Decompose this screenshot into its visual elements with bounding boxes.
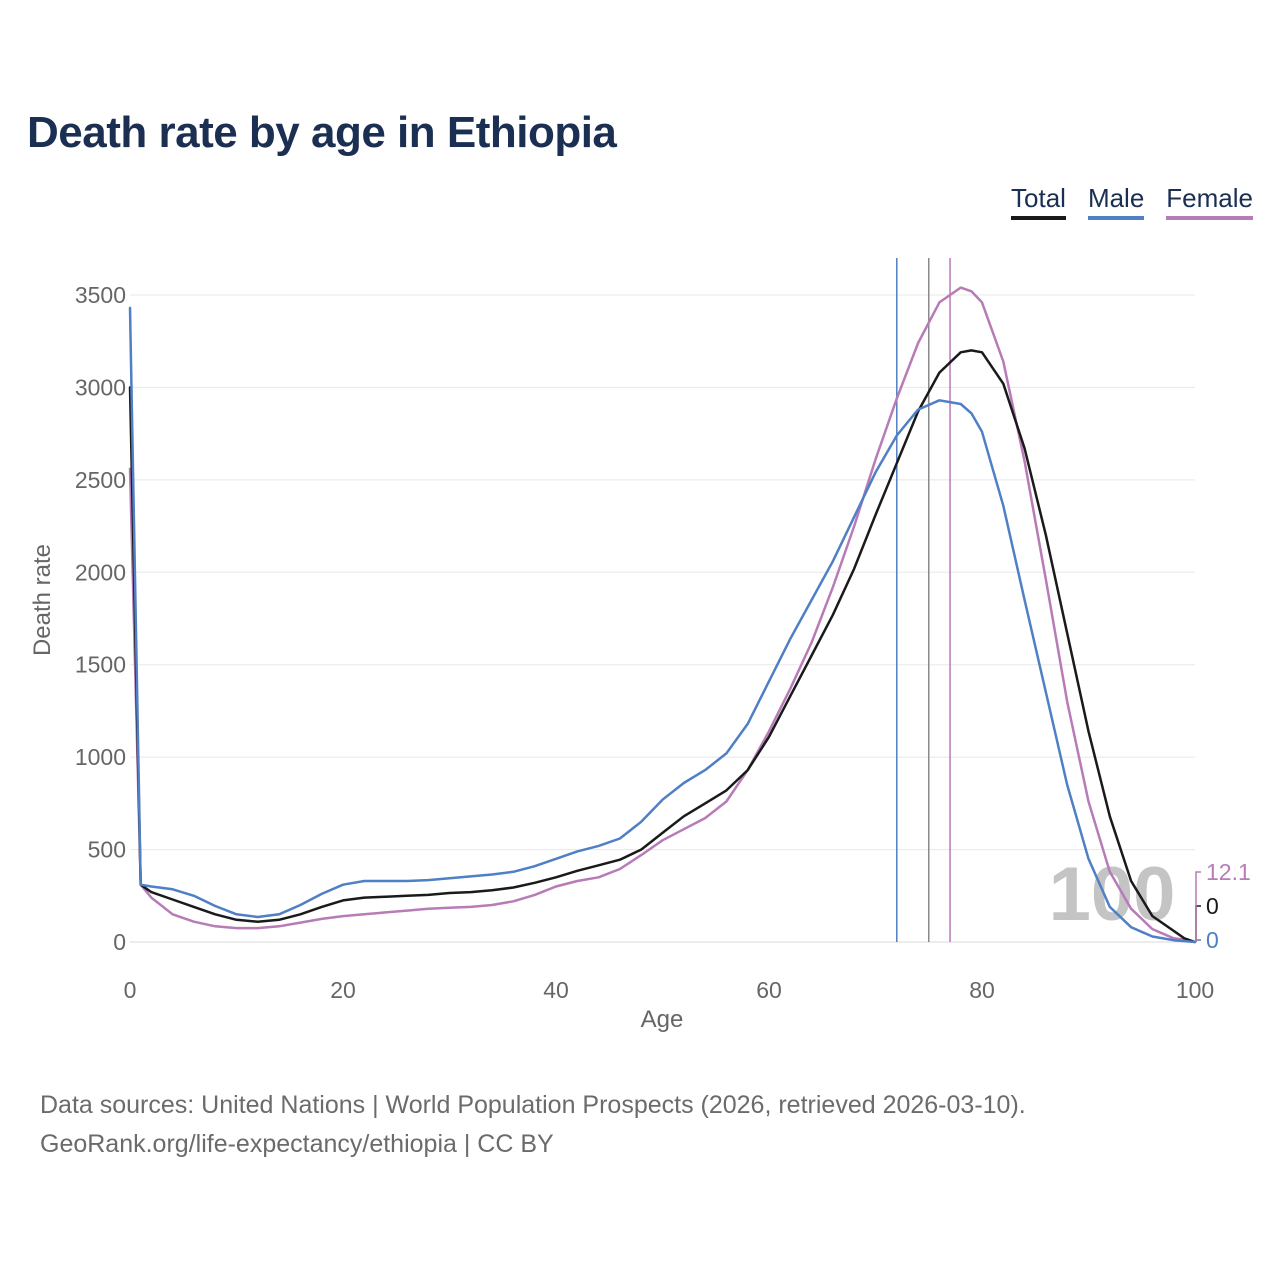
x-axis-ticks: 0 20 40 60 80 100 bbox=[124, 977, 1215, 1003]
legend-item-male[interactable]: Male bbox=[1087, 184, 1145, 220]
series-line-male[interactable] bbox=[128, 306, 1197, 944]
y-tick-label: 2000 bbox=[75, 559, 126, 585]
x-tick-label: 100 bbox=[1176, 977, 1214, 1003]
legend-item-female[interactable]: Female bbox=[1166, 184, 1253, 220]
x-tick-label: 20 bbox=[330, 977, 356, 1003]
x-tick-label: 0 bbox=[124, 977, 137, 1003]
y-tick-label: 500 bbox=[88, 837, 126, 863]
end-labels: 0 0 12.1 bbox=[1195, 859, 1251, 953]
data-source-text: Data sources: United Nations | World Pop… bbox=[40, 1091, 1026, 1119]
chart-title: Death rate by age in Ethiopia bbox=[27, 108, 617, 157]
y-tick-label: 1500 bbox=[75, 652, 126, 678]
x-axis-title: Age bbox=[641, 1006, 684, 1033]
vertical-markers bbox=[896, 258, 951, 942]
y-tick-label: 2500 bbox=[75, 467, 126, 493]
legend-item-total[interactable]: Total bbox=[1011, 184, 1066, 220]
y-tick-label: 3500 bbox=[75, 282, 126, 308]
series-line-female[interactable] bbox=[128, 286, 1197, 944]
attribution-text: GeoRank.org/life-expectancy/ethiopia | C… bbox=[40, 1130, 554, 1158]
y-axis-title: Death rate bbox=[29, 544, 56, 656]
series-lines bbox=[128, 286, 1197, 944]
series-line-total[interactable] bbox=[128, 349, 1197, 944]
watermark-age: 100 bbox=[1049, 852, 1176, 937]
footer: Data sources: United Nations | World Pop… bbox=[40, 1086, 1026, 1164]
x-tick-label: 40 bbox=[543, 977, 569, 1003]
end-label-total: 0 bbox=[1206, 893, 1219, 919]
end-label-male: 0 bbox=[1206, 927, 1219, 953]
legend: Total Male Female bbox=[1011, 184, 1253, 220]
end-label-female: 12.1 bbox=[1206, 859, 1251, 885]
y-tick-label: 0 bbox=[113, 929, 126, 955]
x-tick-label: 60 bbox=[756, 977, 782, 1003]
y-axis-ticks: 0 500 1000 1500 2000 2500 3000 3500 bbox=[75, 282, 126, 955]
x-tick-label: 80 bbox=[969, 977, 995, 1003]
y-tick-label: 3000 bbox=[75, 374, 126, 400]
grid-lines bbox=[130, 294, 1195, 943]
y-tick-label: 1000 bbox=[75, 744, 126, 770]
end-connector-female bbox=[1195, 871, 1201, 942]
